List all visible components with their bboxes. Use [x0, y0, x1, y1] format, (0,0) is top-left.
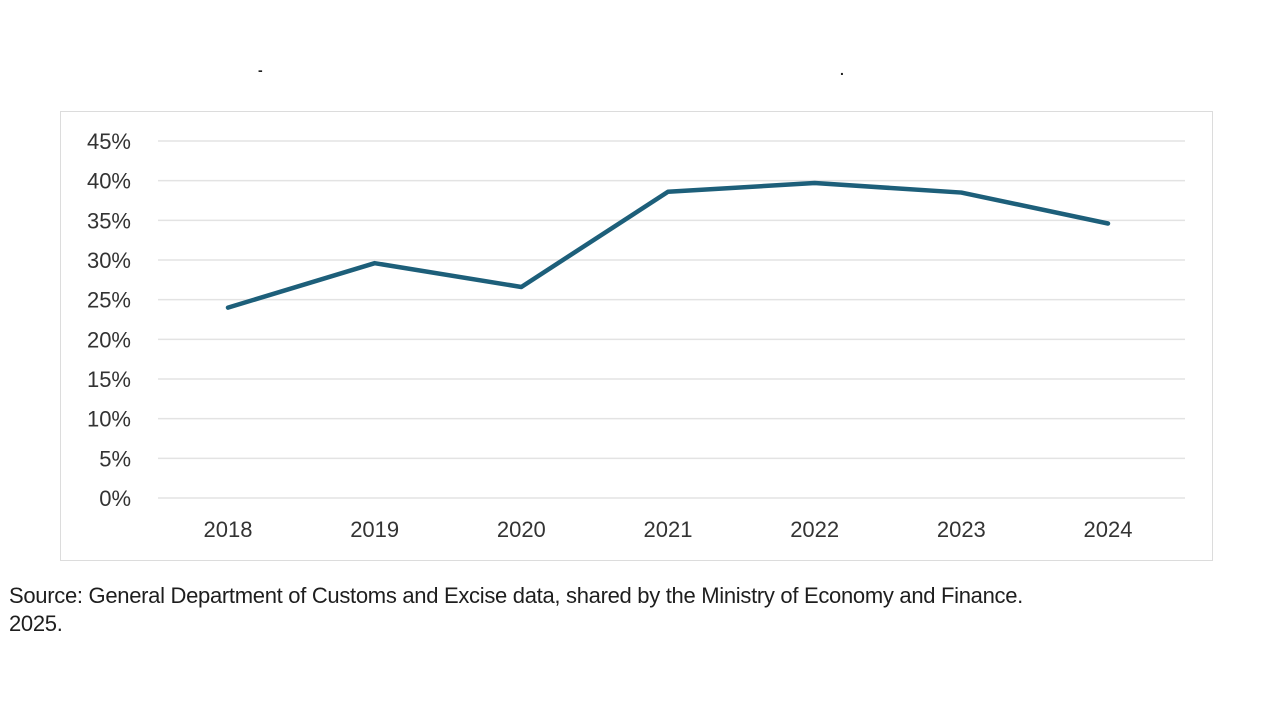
x-tick-label: 2021 [644, 517, 693, 542]
y-tick-label: 5% [99, 446, 131, 471]
y-tick-label: 20% [87, 327, 131, 352]
gridlines [158, 140, 1185, 499]
x-tick-label: 2022 [790, 517, 839, 542]
title-fragment-left: - [258, 62, 263, 78]
y-tick-label: 35% [87, 208, 131, 233]
x-tick-label: 2018 [204, 517, 253, 542]
series-group [225, 180, 1111, 310]
title-fragment-right: . [840, 62, 844, 78]
chart-frame [60, 111, 1213, 561]
x-tick-label: 2019 [350, 517, 399, 542]
line-chart: 0% 5% 10% 15% 20% 25% 30% 35% 40% 45% 2018 2019 202… [60, 111, 1213, 561]
x-tick-label: 2023 [937, 517, 986, 542]
y-tick-label: 0% [99, 486, 131, 511]
source-line-2: 2025. [9, 611, 63, 636]
y-tick-label: 10% [87, 407, 131, 432]
y-tick-label: 40% [87, 169, 131, 194]
x-tick-label: 2024 [1084, 517, 1133, 542]
y-tick-label: 30% [87, 248, 131, 273]
y-axis-ticks: 0% 5% 10% 15% 20% 25% 30% 35% 40% 45% [87, 129, 131, 511]
source-line-1: Source: General Department of Customs an… [9, 583, 1023, 608]
x-tick-label: 2020 [497, 517, 546, 542]
source-note: Source: General Department of Customs an… [9, 582, 1279, 638]
y-tick-label: 15% [87, 367, 131, 392]
y-tick-label: 25% [87, 288, 131, 313]
x-axis-ticks: 2018 2019 2020 2021 2022 2023 2024 [204, 517, 1133, 542]
y-tick-label: 45% [87, 129, 131, 154]
